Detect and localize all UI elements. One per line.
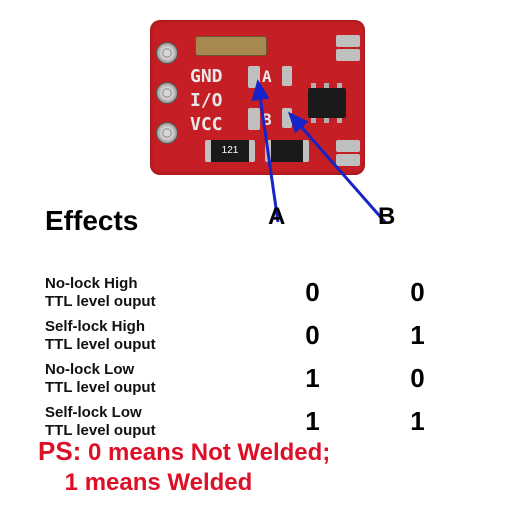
pad-a — [248, 66, 260, 88]
val-b: 1 — [365, 320, 470, 351]
ps-line1: 0 means Not Welded; — [88, 439, 330, 466]
table-row: No-lock LowTTL level ouput 1 0 — [45, 357, 480, 400]
ps-note: PS: 0 means Not Welded; 1 means Welded — [38, 435, 330, 498]
val-a: 1 — [260, 406, 365, 437]
val-a: 0 — [260, 277, 365, 308]
effects-table: Effects No-lock HighTTL level ouput 0 0 … — [45, 205, 480, 443]
val-b: 1 — [365, 406, 470, 437]
val-a: 1 — [260, 363, 365, 394]
resistor-121: 121 — [205, 140, 255, 162]
val-b: 0 — [365, 277, 470, 308]
ps-label: PS: — [38, 436, 81, 466]
silk-b: B — [262, 110, 272, 129]
ic-chip — [308, 88, 346, 118]
silk-vcc: VCC — [190, 114, 223, 135]
val-b: 0 — [365, 363, 470, 394]
table-row: Self-lock HighTTL level ouput 0 1 — [45, 314, 480, 357]
silk-io: I/O — [190, 90, 223, 111]
table-row: No-lock HighTTL level ouput 0 0 — [45, 271, 480, 314]
effects-heading: Effects — [45, 205, 480, 237]
val-a: 0 — [260, 320, 365, 351]
pcb-image: GND I/O VCC A B 121 — [150, 20, 365, 175]
silk-gnd: GND — [190, 66, 223, 87]
silk-a: A — [262, 67, 272, 86]
pad-b — [248, 108, 260, 130]
ps-line2: 1 means Welded — [65, 469, 253, 496]
